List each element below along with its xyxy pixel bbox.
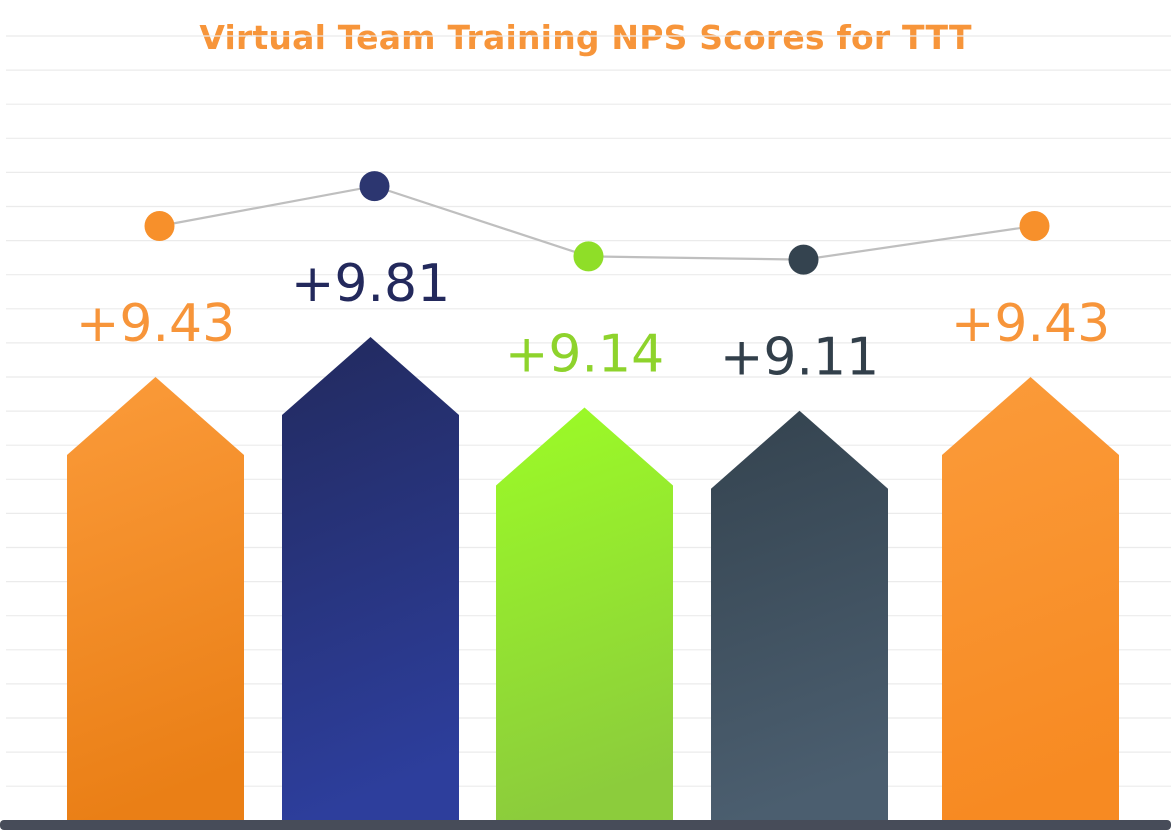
value-label-1: +9.43 xyxy=(76,294,235,354)
value-label-5: +9.43 xyxy=(951,294,1110,354)
bar-5 xyxy=(942,377,1119,822)
marker-dot-4 xyxy=(788,244,819,275)
chart-title: Virtual Team Training NPS Scores for TTT xyxy=(199,18,972,57)
bar-2 xyxy=(282,337,459,822)
bar-1 xyxy=(67,377,244,822)
value-label-2: +9.81 xyxy=(291,254,450,314)
x-axis-baseline xyxy=(0,820,1171,830)
marker-line xyxy=(144,171,1050,275)
marker-dot-3 xyxy=(573,241,604,272)
marker-dot-5 xyxy=(1019,211,1050,241)
value-labels: +9.43 +9.81 +9.14 +9.11 +9.43 xyxy=(76,254,1110,388)
marker-dot-1 xyxy=(144,211,175,241)
value-label-4: +9.11 xyxy=(720,328,879,388)
bars xyxy=(67,337,1119,822)
bar-4 xyxy=(711,410,888,822)
marker-dot-2 xyxy=(359,171,390,202)
value-label-3: +9.14 xyxy=(505,325,664,385)
bar-3 xyxy=(496,407,673,822)
